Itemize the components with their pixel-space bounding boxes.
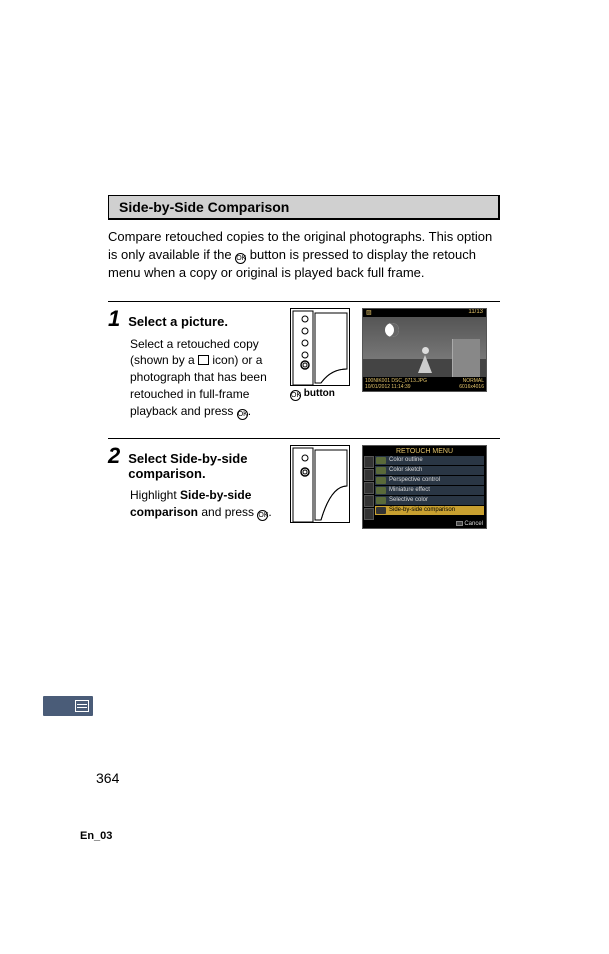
menu-item: Color sketch: [375, 466, 484, 475]
ok-icon: OK: [237, 409, 248, 420]
menu-item: Color outline: [375, 456, 484, 465]
menu-item: Selective color: [375, 496, 484, 505]
step-1-body: Select a retouched copy (shown by a icon…: [130, 336, 280, 420]
footer-code: En_03: [80, 830, 112, 842]
step-1-title: Select a picture.: [128, 314, 228, 329]
step-2-number: 2: [108, 445, 120, 467]
building-graphic: [452, 339, 480, 377]
side-tab-icon: [43, 696, 93, 716]
intro-paragraph: Compare retouched copies to the original…: [108, 228, 500, 283]
step-2-figures: RETOUCH MENU Color outline Color sketch …: [290, 445, 500, 529]
ok-icon: OK: [235, 253, 246, 264]
menu-tabs: [364, 456, 374, 520]
menu-list: Color outline Color sketch Perspective c…: [375, 456, 484, 515]
ok-icon: OK: [257, 510, 268, 521]
screen-counter: 11/13: [468, 309, 483, 317]
step-1: 1 Select a picture. Select a retouched c…: [108, 301, 500, 420]
ok-icon: OK: [290, 390, 301, 401]
cancel-icon: [456, 521, 463, 526]
step-2: 2 Select Side-by-side comparison. Highli…: [108, 438, 500, 529]
menu-title: RETOUCH MENU: [363, 446, 486, 456]
diagram-caption: OK button: [290, 388, 350, 401]
page-content: Side-by-Side Comparison Compare retouche…: [108, 195, 500, 547]
step-1-figures: OK button ▨ 11/13 100NIK001: [290, 308, 500, 420]
section-header: Side-by-Side Comparison: [108, 195, 500, 220]
step-1-number: 1: [108, 308, 120, 330]
step-1-text: 1 Select a picture. Select a retouched c…: [108, 308, 280, 420]
camera-diagram-1: OK button: [290, 308, 350, 401]
menu-footer: Cancel: [456, 521, 483, 527]
screen-retouch-icon: ▨: [366, 309, 372, 317]
menu-item: Miniature effect: [375, 486, 484, 495]
step-2-text: 2 Select Side-by-side comparison. Highli…: [108, 445, 280, 529]
figure-graphic: [418, 347, 432, 377]
page-number: 364: [96, 770, 119, 786]
date-info: 10/01/2012 11:14:39: [365, 384, 411, 390]
size-info: 6016x4016: [459, 384, 484, 390]
step-2-title: Select Side-by-side comparison.: [128, 451, 280, 481]
retouch-icon: [198, 355, 209, 365]
camera-diagram-2: [290, 445, 350, 523]
playback-screen: ▨ 11/13 100NIK001 DSC_0713.JPG NORMAL: [362, 308, 487, 392]
menu-item: Perspective control: [375, 476, 484, 485]
retouch-menu-screen: RETOUCH MENU Color outline Color sketch …: [362, 445, 487, 529]
step-2-body: Highlight Side-by-side comparison and pr…: [130, 487, 280, 521]
menu-item-selected: Side-by-side comparison: [375, 506, 484, 515]
moon-graphic: [385, 323, 399, 337]
